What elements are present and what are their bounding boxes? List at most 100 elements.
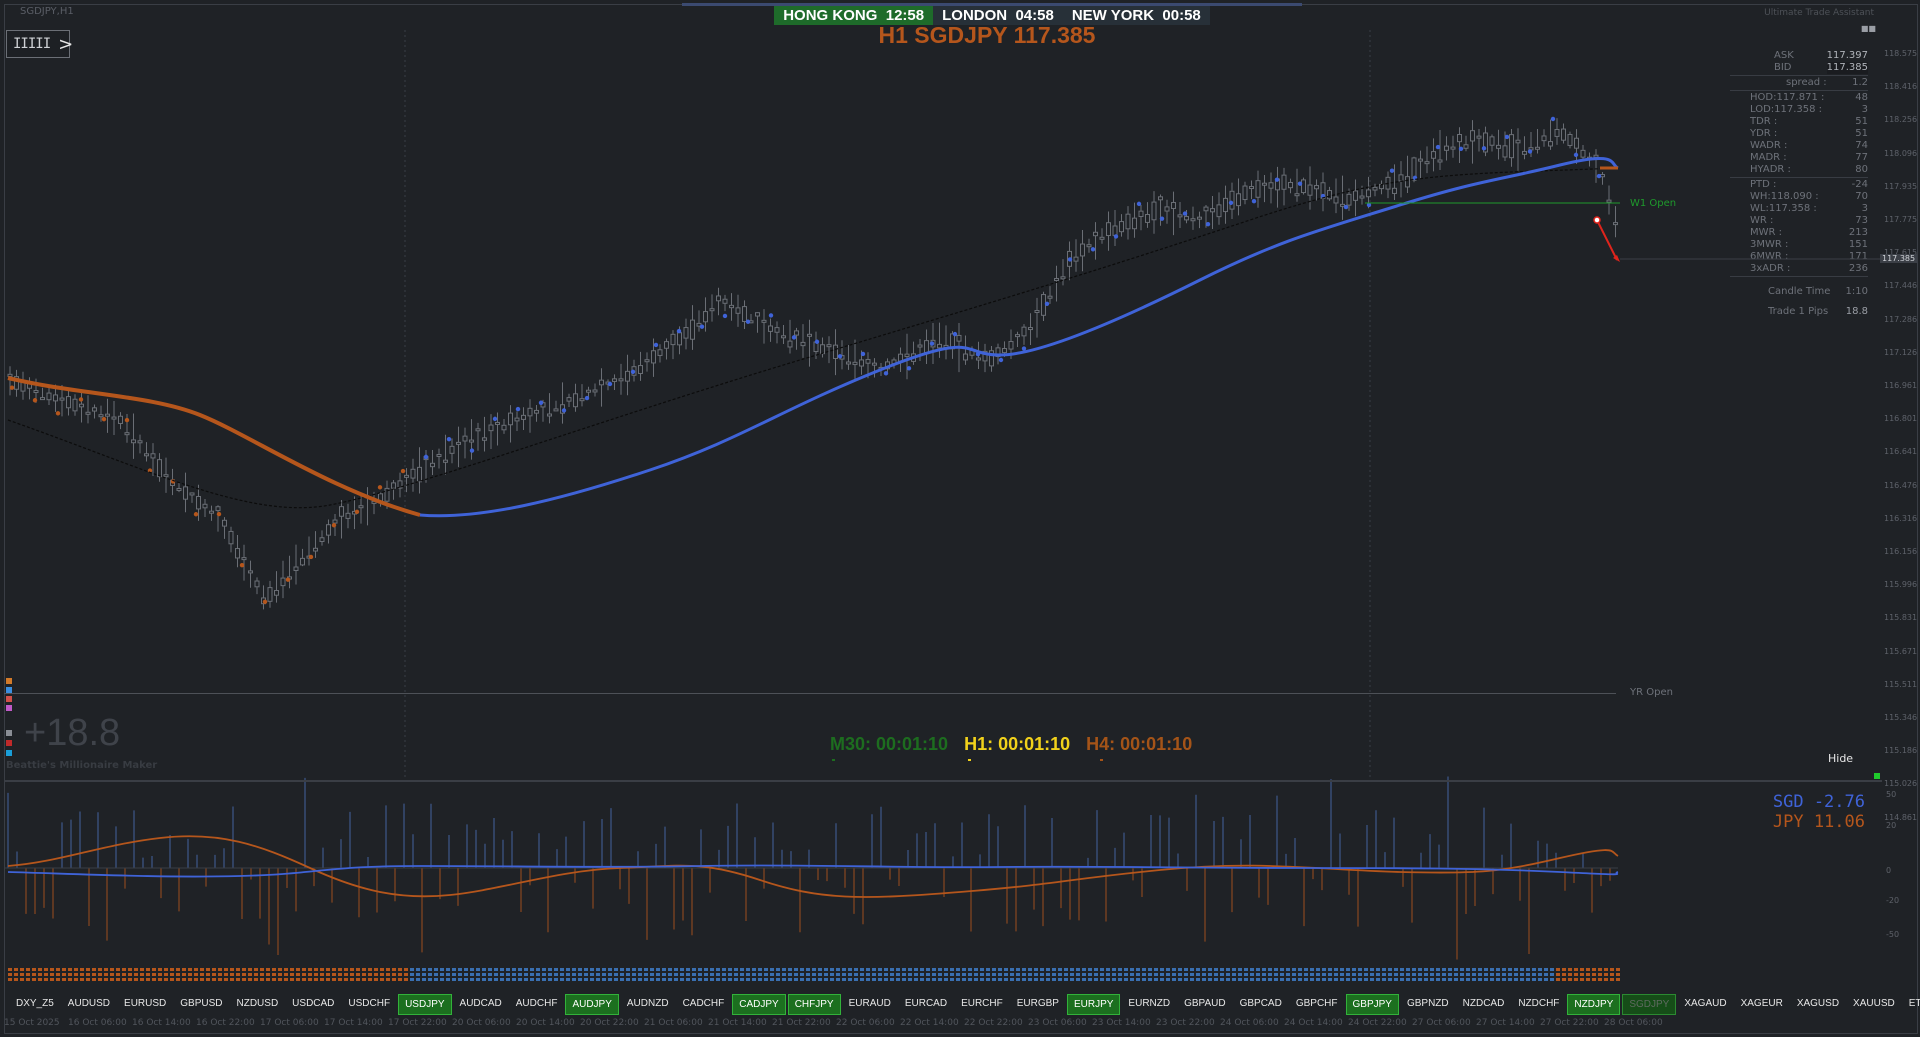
side-marker-red[interactable] [6, 696, 12, 702]
signal-dot [700, 324, 704, 328]
candle-body [392, 483, 396, 488]
side-marker-gray[interactable] [6, 730, 12, 736]
side-marker-red-2[interactable] [6, 740, 12, 746]
strength-block [722, 973, 726, 976]
candle-body [853, 362, 857, 364]
strength-block [512, 968, 516, 971]
pair-button-xageur[interactable]: XAGEUR [1735, 994, 1789, 1013]
strength-block [326, 968, 330, 971]
pair-button-gbpaud[interactable]: GBPAUD [1178, 994, 1232, 1013]
strength-block [56, 968, 60, 971]
strength-block [14, 968, 18, 971]
side-marker-cyan[interactable] [6, 750, 12, 756]
pair-button-nzdusd[interactable]: NZDUSD [231, 994, 285, 1013]
strength-block [824, 968, 828, 971]
pair-button-audjpy[interactable]: AUDJPY [565, 994, 618, 1015]
strength-block [1238, 973, 1242, 976]
strength-block [1184, 978, 1188, 981]
strength-block [716, 973, 720, 976]
pair-button-ethusd[interactable]: ETHUSD [1903, 994, 1920, 1013]
pair-button-usdchf[interactable]: USDCHF [342, 994, 396, 1013]
pair-button-xagaud[interactable]: XAGAUD [1678, 994, 1732, 1013]
strength-block [476, 968, 480, 971]
pair-button-usdcad[interactable]: USDCAD [286, 994, 340, 1013]
pair-button-eurusd[interactable]: EURUSD [118, 994, 172, 1013]
strength-block [1448, 968, 1452, 971]
pair-button-audusd[interactable]: AUDUSD [62, 994, 116, 1013]
pair-button-eurjpy[interactable]: EURJPY [1067, 994, 1120, 1015]
pair-button-gbpchf[interactable]: GBPCHF [1290, 994, 1344, 1013]
pane-separator[interactable] [4, 780, 1882, 782]
side-marker-orange[interactable] [6, 678, 12, 684]
pair-button-xauusd[interactable]: XAUUSD [1847, 994, 1901, 1013]
strength-block [752, 973, 756, 976]
strength-block [1346, 968, 1350, 971]
pair-button-audcad[interactable]: AUDCAD [454, 994, 508, 1013]
strength-block [794, 978, 798, 981]
strength-block [908, 968, 912, 971]
strength-block [248, 968, 252, 971]
pair-button-nzdcad[interactable]: NZDCAD [1457, 994, 1511, 1013]
pair-button-audchf[interactable]: AUDCHF [510, 994, 564, 1013]
side-marker-magenta[interactable] [6, 705, 12, 711]
candle-body [1477, 136, 1481, 138]
candle-body [1451, 147, 1455, 149]
pair-button-audnzd[interactable]: AUDNZD [621, 994, 675, 1013]
strength-block [98, 973, 102, 976]
pair-button-eurnzd[interactable]: EURNZD [1122, 994, 1176, 1013]
pair-button-nzdjpy[interactable]: NZDJPY [1567, 994, 1620, 1015]
strength-block [1394, 968, 1398, 971]
signal-dot [769, 313, 773, 317]
strength-block [962, 968, 966, 971]
pair-button-euraud[interactable]: EURAUD [843, 994, 897, 1013]
pair-button-eurcad[interactable]: EURCAD [899, 994, 953, 1013]
strength-block [896, 978, 900, 981]
pair-button-dxy_z5[interactable]: DXY_Z5 [10, 994, 60, 1013]
pair-button-gbpusd[interactable]: GBPUSD [174, 994, 228, 1013]
signal-dot [907, 366, 911, 370]
strength-block [1574, 978, 1578, 981]
strength-block [254, 978, 258, 981]
pair-button-sgdjpy[interactable]: SGDJPY [1622, 994, 1676, 1015]
candle-body [320, 538, 324, 542]
strength-block [1508, 968, 1512, 971]
strength-block [206, 978, 210, 981]
candle-body [327, 525, 331, 535]
strength-block [1154, 968, 1158, 971]
strength-block [344, 968, 348, 971]
pair-button-xagusd[interactable]: XAGUSD [1791, 994, 1845, 1013]
pair-button-eurgbp[interactable]: EURGBP [1011, 994, 1065, 1013]
candle-body [1256, 181, 1260, 198]
strength-block [350, 973, 354, 976]
candle-body [821, 345, 825, 354]
strength-block [848, 968, 852, 971]
strength-block [1442, 968, 1446, 971]
strength-block [854, 973, 858, 976]
pair-button-nzdchf[interactable]: NZDCHF [1512, 994, 1565, 1013]
strength-block [542, 973, 546, 976]
hide-button[interactable]: Hide [1828, 752, 1853, 765]
candle-body [346, 513, 350, 518]
date-tick: 20 Oct 06:00 [452, 1018, 511, 1028]
strength-block [1124, 973, 1128, 976]
pair-button-chfjpy[interactable]: CHFJPY [788, 994, 841, 1015]
pair-button-eurchf[interactable]: EURCHF [955, 994, 1009, 1013]
candle-body [1055, 278, 1059, 280]
strength-block [278, 968, 282, 971]
pair-button-gbpnzd[interactable]: GBPNZD [1401, 994, 1455, 1013]
pair-button-gbpjpy[interactable]: GBPJPY [1346, 994, 1399, 1015]
pair-button-cadjpy[interactable]: CADJPY [732, 994, 785, 1015]
strength-block [584, 973, 588, 976]
pair-button-cadchf[interactable]: CADCHF [677, 994, 731, 1013]
candle-body [268, 588, 272, 602]
strength-block [770, 978, 774, 981]
side-marker-blue[interactable] [6, 687, 12, 693]
pair-button-usdjpy[interactable]: USDJPY [398, 994, 451, 1015]
candle-body [457, 442, 461, 444]
strength-block [704, 978, 708, 981]
strength-block [554, 973, 558, 976]
strength-block [1148, 978, 1152, 981]
pair-button-gbpcad[interactable]: GBPCAD [1234, 994, 1288, 1013]
signal-dot [1597, 174, 1601, 178]
